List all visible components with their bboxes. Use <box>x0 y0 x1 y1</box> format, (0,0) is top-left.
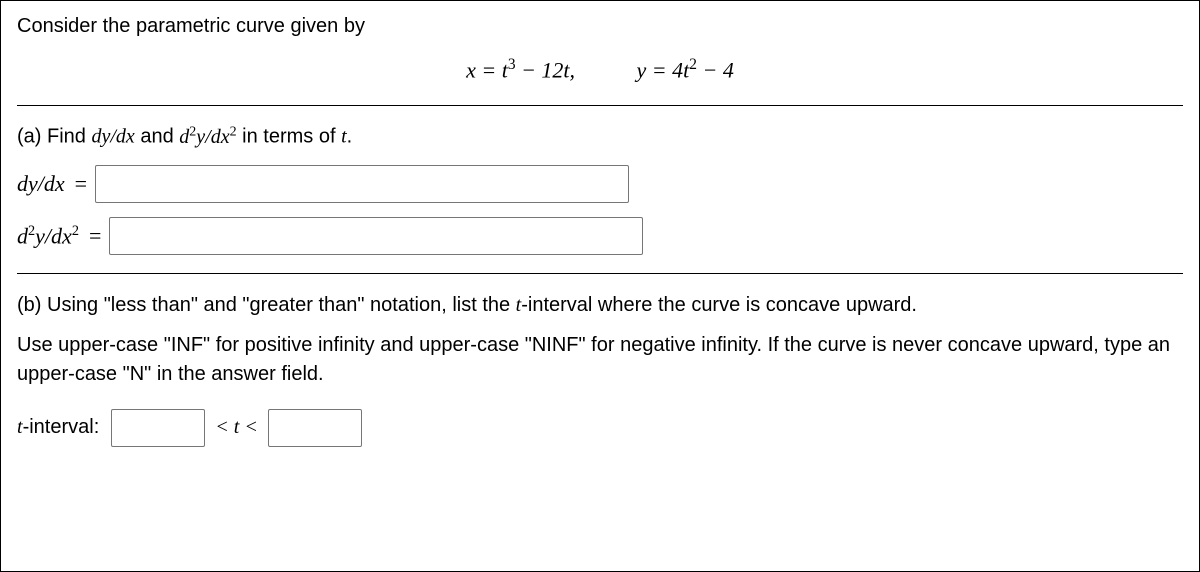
part-a-and: and <box>135 126 179 148</box>
equation-y: y = 4t2 − 4 <box>637 56 734 83</box>
part-b-suffix: -interval where the curve is concave upw… <box>521 294 917 316</box>
part-a-prompt: (a) Find dy/dx and d2y/dx2 in terms of t… <box>17 124 1183 149</box>
equals-sign-1: = <box>75 171 87 197</box>
d2y-dx2-text: d2y/dx2 <box>179 126 236 148</box>
divider-2 <box>17 273 1183 274</box>
t-interval-between: < t < <box>215 416 258 439</box>
d2y-dx2-row: d2y/dx2 = <box>17 217 1183 255</box>
part-b-prefix: (b) Using "less than" and "greater than"… <box>17 294 516 316</box>
d2y-dx2-label: d2y/dx2 <box>17 223 79 249</box>
divider-1 <box>17 105 1183 106</box>
t-interval-row: t-interval: < t < <box>17 409 1183 447</box>
part-b-prompt-2: Use upper-case "INF" for positive infini… <box>17 331 1183 389</box>
question-container: Consider the parametric curve given by x… <box>0 0 1200 572</box>
intro-text: Consider the parametric curve given by <box>17 15 1183 38</box>
equals-sign-2: = <box>89 223 101 249</box>
dy-dx-text: dy/dx <box>91 126 134 148</box>
dy-dx-row: dy/dx = <box>17 165 1183 203</box>
equation-x: x = t3 − 12t, <box>466 56 575 83</box>
part-b-prompt-1: (b) Using "less than" and "greater than"… <box>17 294 1183 317</box>
dy-dx-input[interactable] <box>95 165 629 203</box>
t-interval-left-input[interactable] <box>111 409 205 447</box>
t-interval-label: t-interval: <box>17 416 99 439</box>
part-a-suffix: in terms of t. <box>237 126 353 148</box>
t-interval-right-input[interactable] <box>268 409 362 447</box>
parametric-equations: x = t3 − 12t, y = 4t2 − 4 <box>17 56 1183 83</box>
dy-dx-label: dy/dx <box>17 171 65 197</box>
d2y-dx2-input[interactable] <box>109 217 643 255</box>
part-a-prefix: (a) Find <box>17 126 91 148</box>
